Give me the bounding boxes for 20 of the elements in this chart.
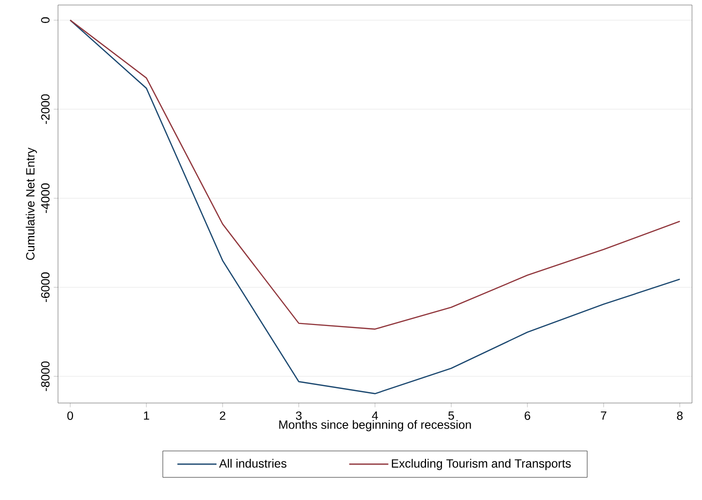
x-axis-title: Months since beginning of recession	[279, 420, 471, 432]
x-tick-label: 0	[67, 411, 74, 420]
legend-label: All industries	[219, 458, 286, 468]
x-tick-label: 5	[448, 411, 454, 420]
line-series	[70, 20, 680, 394]
x-tick-label: 8	[677, 411, 683, 420]
y-tick-label: -6000	[41, 272, 50, 302]
x-tick-label: 1	[144, 411, 150, 420]
y-tick-label: -8000	[41, 361, 50, 392]
y-tick-label: -2000	[41, 94, 50, 124]
line-series	[70, 20, 680, 330]
y-tick-label: 0	[41, 17, 50, 23]
y-tick-label: -4000	[41, 183, 50, 213]
y-axis-title: Cumulative Net Entry	[26, 148, 37, 260]
x-tick-label: 7	[600, 411, 606, 420]
x-tick-label: 4	[372, 411, 378, 420]
legend-label: Excluding Tourism and Transports	[392, 458, 571, 470]
x-tick-label: 3	[296, 411, 302, 420]
x-tick-label: 6	[524, 411, 530, 420]
x-tick-label: 2	[220, 411, 226, 420]
